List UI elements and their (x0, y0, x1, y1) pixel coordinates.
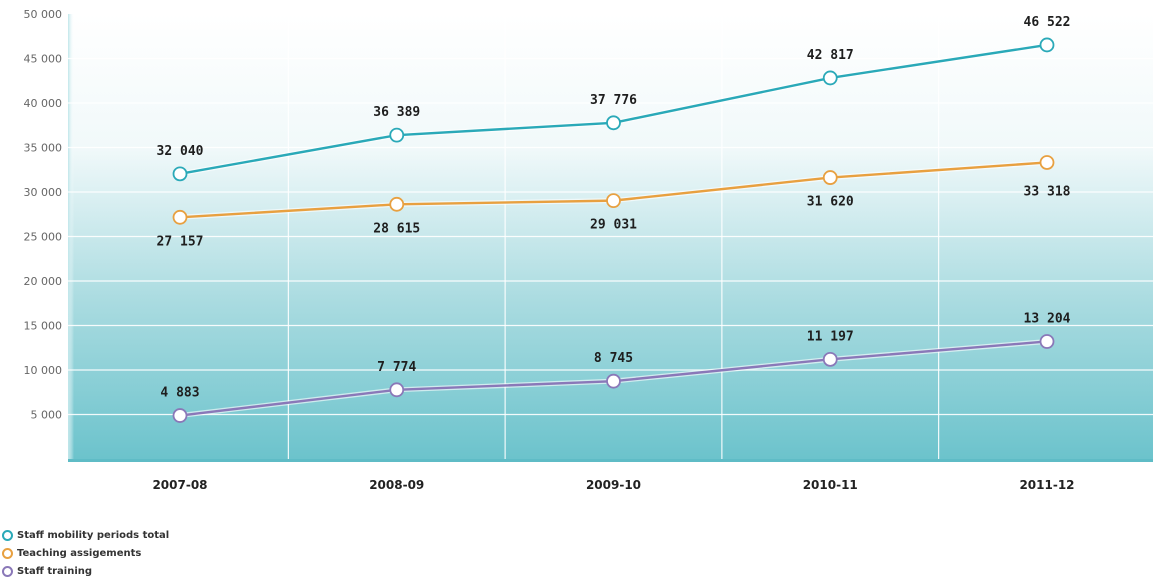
legend-label-staff-mobility: Staff mobility periods total (17, 529, 170, 541)
y-tick-label: 5 000 (31, 409, 63, 422)
data-labels: 32 040 36 389 37 776 42 817 46 522 27 157 28 6… (157, 15, 1071, 401)
data-label: 28 615 (373, 221, 420, 236)
y-tick-label: 25 000 (24, 231, 63, 244)
x-tick-label: 2011-12 (1019, 478, 1074, 492)
gridlines (68, 14, 1153, 459)
data-label: 31 620 (807, 195, 854, 210)
x-axis-ticks: 2007-08 2008-09 2009-10 2010-11 2011-12 (152, 478, 1074, 492)
data-label: 7 774 (377, 360, 416, 375)
legend: Staff mobility periods total Teaching as… (2, 526, 169, 580)
series-layer (172, 37, 1055, 423)
legend-marker-staff-mobility (2, 529, 13, 541)
data-label: 32 040 (157, 144, 204, 159)
y-tick-label: 35 000 (24, 142, 63, 155)
data-label: 46 522 (1024, 15, 1071, 30)
legend-item-staff-training: Staff training (2, 562, 169, 580)
data-label: 33 318 (1024, 184, 1071, 199)
data-point (1039, 37, 1055, 53)
data-point (172, 408, 188, 423)
x-tick-label: 2009-10 (586, 478, 641, 492)
x-tick-label: 2008-09 (369, 478, 424, 492)
data-point (172, 209, 188, 225)
data-point (389, 127, 405, 143)
data-point (606, 373, 621, 389)
y-tick-label: 45 000 (24, 53, 63, 66)
x-tick-label: 2010-11 (803, 478, 858, 492)
plot-axis-band (68, 459, 1153, 462)
y-tick-label: 50 000 (24, 8, 63, 21)
data-label: 4 883 (160, 386, 199, 401)
y-tick-label: 15 000 (24, 320, 63, 333)
data-label: 27 157 (157, 234, 204, 249)
data-point (822, 351, 838, 367)
legend-item-staff-mobility: Staff mobility periods total (2, 526, 169, 544)
legend-label-staff-training: Staff training (17, 565, 93, 577)
data-label: 8 745 (594, 351, 633, 366)
data-point (389, 382, 405, 398)
data-point (1039, 334, 1055, 349)
legend-label-teaching-assignments: Teaching assigements (17, 547, 142, 559)
data-label: 11 197 (807, 329, 854, 344)
data-label: 42 817 (807, 48, 854, 63)
data-point (822, 70, 838, 86)
y-axis-ticks: 5 000 10 000 15 000 20 000 25 000 30 000 35 00… (24, 8, 63, 422)
y-tick-label: 20 000 (24, 275, 63, 288)
data-label: 37 776 (590, 93, 637, 108)
y-tick-label: 40 000 (24, 97, 63, 110)
data-point (606, 193, 621, 209)
data-point (172, 166, 188, 182)
legend-marker-teaching-assignments (2, 547, 13, 559)
data-label: 13 204 (1024, 311, 1071, 326)
data-label: 29 031 (590, 218, 637, 233)
y-tick-label: 30 000 (24, 186, 63, 199)
data-label: 36 389 (373, 105, 420, 120)
data-point (1039, 155, 1055, 170)
legend-item-teaching-assignments: Teaching assigements (2, 544, 169, 562)
legend-marker-staff-training (2, 565, 13, 577)
data-point (606, 115, 621, 131)
y-tick-label: 10 000 (24, 364, 63, 377)
data-point (822, 170, 838, 185)
data-point (389, 196, 405, 212)
x-tick-label: 2007-08 (152, 478, 207, 492)
